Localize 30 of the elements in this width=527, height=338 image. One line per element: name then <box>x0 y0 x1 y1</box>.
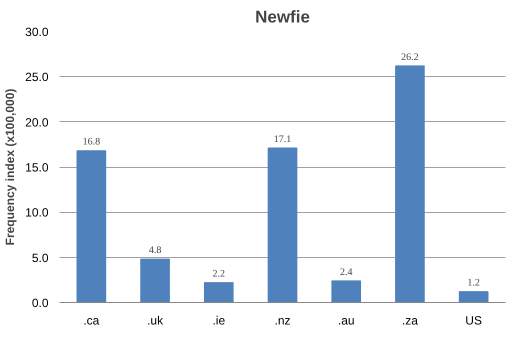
bar <box>331 280 362 302</box>
y-tick-label: 5.0 <box>32 250 49 265</box>
y-tick-label: 25.0 <box>25 70 49 84</box>
data-label: 1.2 <box>467 278 480 289</box>
data-label: 2.2 <box>212 268 226 280</box>
data-label: 16.8 <box>82 136 100 148</box>
x-tick-label: .au <box>338 314 355 328</box>
data-label: 4.8 <box>148 245 162 256</box>
chart-title: Newfie <box>255 8 310 26</box>
data-label: 17.1 <box>274 134 292 146</box>
x-tick-label: .nz <box>274 314 291 328</box>
bar <box>268 148 298 302</box>
x-tick-label: US <box>465 314 482 328</box>
bar <box>204 282 234 302</box>
y-tick-label: 0.0 <box>32 296 49 310</box>
y-tick-label: 15.0 <box>25 160 49 174</box>
y-tick-label: 10.0 <box>25 206 49 220</box>
x-tick-label: .uk <box>147 314 164 328</box>
bar <box>76 150 106 302</box>
data-label: 26.2 <box>401 52 419 63</box>
bar <box>395 65 425 302</box>
y-tick-label: 30.0 <box>25 25 49 39</box>
y-tick-label: 20.0 <box>25 115 49 130</box>
x-tick-label: .ca <box>83 314 100 328</box>
bar <box>458 291 488 302</box>
y-axis-title: Frequency index (x100,000) <box>3 88 18 246</box>
bar <box>140 258 170 302</box>
x-tick-label: .za <box>402 314 418 328</box>
x-tick-label: .ie <box>212 314 226 328</box>
data-label: 2.4 <box>340 266 352 278</box>
